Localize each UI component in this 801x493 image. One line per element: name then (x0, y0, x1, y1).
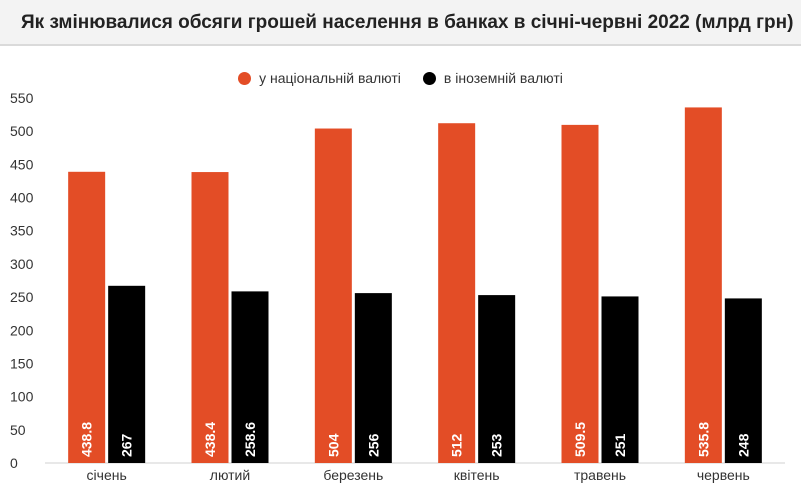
bar-national (68, 171, 106, 463)
legend-label-national: у національній валюті (259, 70, 401, 86)
data-label: 258.6 (242, 422, 258, 457)
data-label: 512 (449, 433, 465, 457)
bar-foreign (724, 298, 762, 463)
legend-swatch-national (238, 71, 252, 85)
bar-foreign (601, 296, 639, 463)
data-label: 267 (119, 433, 135, 457)
title-bar: Як змінювалися обсяги грошей населення в… (0, 0, 801, 46)
x-tick-label: січень (87, 467, 127, 483)
y-tick-label: 400 (10, 190, 34, 206)
bar-foreign (354, 293, 392, 463)
y-tick-label: 500 (10, 123, 34, 139)
x-tick-label: лютий (210, 467, 250, 483)
y-tick-label: 200 (10, 322, 34, 338)
data-label: 509.5 (572, 422, 588, 457)
y-tick-label: 50 (10, 422, 26, 438)
bar-national (191, 172, 229, 463)
y-tick-label: 350 (10, 223, 34, 239)
data-label: 248 (735, 433, 751, 457)
x-tick-label: квітень (454, 467, 500, 483)
data-label: 253 (489, 433, 505, 457)
legend-label-foreign: в іноземній валюті (443, 70, 563, 86)
x-tick-label: червень (697, 467, 750, 483)
data-label: 256 (365, 433, 381, 457)
data-label: 438.4 (202, 422, 218, 457)
title-divider (0, 44, 801, 46)
bar-national (561, 124, 599, 464)
legend-item-foreign: в іноземній валюті (422, 70, 563, 86)
bar-national (684, 107, 722, 463)
legend: у національній валюті в іноземній валюті (0, 70, 801, 86)
y-tick-label: 550 (10, 90, 34, 106)
chart-title: Як змінювалися обсяги грошей населення в… (21, 12, 794, 33)
y-tick-label: 250 (10, 289, 34, 305)
y-tick-label: 150 (10, 355, 34, 371)
bar-national (314, 128, 352, 463)
legend-swatch-foreign (422, 71, 436, 85)
y-tick-label: 100 (10, 389, 34, 405)
bar-national (438, 123, 476, 463)
y-tick-label: 300 (10, 256, 34, 272)
data-label: 251 (612, 433, 628, 457)
legend-item-national: у національній валюті (238, 70, 401, 86)
data-label: 438.8 (79, 422, 95, 457)
bar-foreign (231, 291, 269, 463)
bar-foreign (108, 285, 146, 463)
data-label: 504 (325, 433, 341, 457)
y-tick-label: 450 (10, 156, 34, 172)
x-tick-label: березень (323, 467, 383, 483)
bar-foreign (478, 295, 516, 463)
data-label: 535.8 (695, 422, 711, 457)
y-tick-label: 0 (10, 455, 18, 471)
x-tick-label: травень (574, 467, 626, 483)
